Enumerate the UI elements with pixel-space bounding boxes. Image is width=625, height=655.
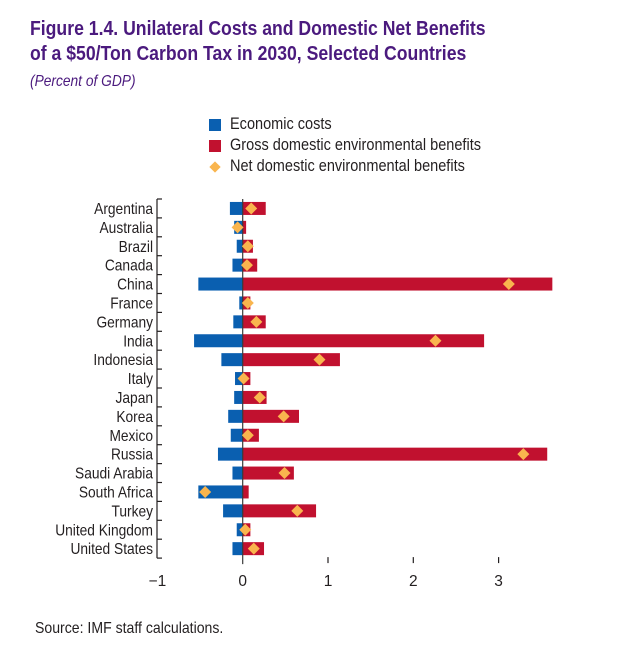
category-label: India <box>123 332 153 350</box>
category-label: Korea <box>116 408 153 426</box>
bar-gross-benefits <box>242 447 548 461</box>
source-note: Source: IMF staff calculations. <box>35 620 224 637</box>
chart-title-line-1: Figure 1.4. Unilateral Costs and Domesti… <box>30 17 486 40</box>
marker-net-benefits <box>241 240 254 253</box>
legend-label: Economic costs <box>230 115 332 133</box>
legend-label: Gross domestic environmental benefits <box>230 136 481 154</box>
marker-net-benefits <box>237 372 250 385</box>
legend-item-gross-benefits: Gross domestic environmental benefits <box>209 135 515 156</box>
category-label: Italy <box>128 370 154 388</box>
bar-economic-costs <box>236 239 243 253</box>
bar-economic-costs <box>232 258 243 272</box>
legend-item-net-benefits: Net domestic environmental benefits <box>209 156 515 177</box>
x-tick-label: 3 <box>494 573 503 590</box>
marker-net-benefits <box>239 523 252 536</box>
marker-net-benefits <box>517 448 530 461</box>
bar-economic-costs <box>194 334 243 348</box>
category-label: United States <box>70 540 153 558</box>
bar-gross-benefits <box>242 466 294 480</box>
category-label: Argentina <box>94 200 153 218</box>
marker-net-benefits <box>502 278 515 291</box>
bar-economic-costs <box>239 296 243 310</box>
category-label: Japan <box>116 389 153 407</box>
bar-gross-benefits <box>242 504 317 518</box>
bar-gross-benefits <box>242 220 247 234</box>
bar-gross-benefits <box>242 353 340 367</box>
category-label: Turkey <box>111 502 153 520</box>
marker-net-benefits <box>241 429 254 442</box>
legend-item-economic-costs: Economic costs <box>209 114 515 135</box>
marker-net-benefits <box>277 410 290 423</box>
bar-economic-costs <box>230 428 243 442</box>
legend-swatch-economic-costs-icon <box>209 118 221 131</box>
marker-net-benefits <box>253 391 266 404</box>
bar-chart: ArgentinaAustraliaBrazilCanadaChinaFranc… <box>55 198 553 590</box>
bar-gross-benefits <box>242 277 553 291</box>
marker-net-benefits <box>250 315 263 328</box>
bar-economic-costs <box>233 315 243 329</box>
legend: Economic costs Gross domestic environmen… <box>209 114 515 177</box>
category-label: United Kingdom <box>55 521 153 539</box>
legend-swatch-gross-benefits-icon <box>209 139 221 152</box>
legend-label: Net domestic environmental benefits <box>230 157 465 175</box>
bar-economic-costs <box>232 542 243 556</box>
marker-net-benefits <box>199 485 212 498</box>
bar-economic-costs <box>198 277 243 291</box>
marker-net-benefits <box>241 296 254 309</box>
bar-economic-costs <box>232 466 243 480</box>
bar-gross-benefits <box>242 334 485 348</box>
bar-economic-costs <box>217 447 243 461</box>
category-label: Canada <box>105 257 154 275</box>
bar-economic-costs <box>198 485 243 499</box>
x-tick-label: −1 <box>149 573 167 590</box>
category-label: Australia <box>100 219 154 237</box>
marker-net-benefits <box>291 504 304 517</box>
chart-subtitle: (Percent of GDP) <box>30 73 136 90</box>
category-label: Saudi Arabia <box>75 465 154 483</box>
category-label: France <box>110 295 153 313</box>
marker-net-benefits <box>278 467 291 480</box>
category-label: South Africa <box>79 484 154 502</box>
marker-net-benefits <box>240 259 253 272</box>
chart-title: Figure 1.4. Unilateral Costs and Domesti… <box>30 16 537 66</box>
x-tick-label: 0 <box>238 573 247 590</box>
category-label: Russia <box>111 446 154 464</box>
bar-economic-costs <box>234 390 243 404</box>
marker-net-benefits <box>313 353 326 366</box>
category-label: Germany <box>96 313 153 331</box>
category-label: Mexico <box>109 427 153 445</box>
bar-economic-costs <box>228 409 243 423</box>
marker-net-benefits <box>429 334 442 347</box>
marker-net-benefits <box>247 542 260 555</box>
x-tick-label: 2 <box>409 573 418 590</box>
bar-economic-costs <box>223 504 243 518</box>
bar-economic-costs <box>229 201 243 215</box>
category-label: Indonesia <box>93 351 153 369</box>
category-label: Brazil <box>119 238 153 256</box>
marker-net-benefits <box>245 202 258 215</box>
bar-gross-benefits <box>242 485 249 499</box>
x-tick-label: 1 <box>324 573 333 590</box>
bar-gross-benefits <box>242 409 299 423</box>
category-label: China <box>117 276 154 294</box>
chart-title-line-2: of a $50/Ton Carbon Tax in 2030, Selecte… <box>30 42 467 65</box>
bar-economic-costs <box>221 353 243 367</box>
marker-net-benefits <box>231 221 244 234</box>
